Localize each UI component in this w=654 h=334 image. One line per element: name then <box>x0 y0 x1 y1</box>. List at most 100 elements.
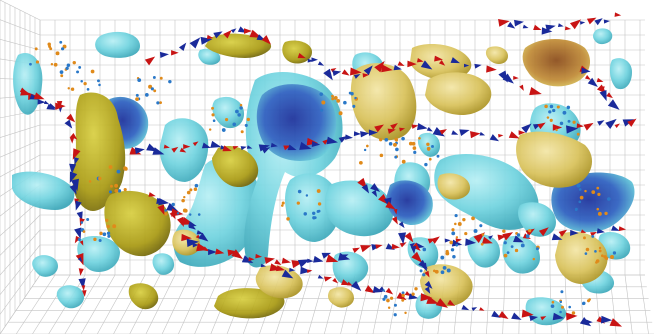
vector-arrow <box>157 204 165 216</box>
vector-point <box>597 192 601 197</box>
vector-point <box>597 211 602 216</box>
yellow-blob <box>350 63 417 141</box>
vector-point <box>471 216 475 221</box>
vector-point <box>436 154 440 158</box>
vector-point <box>510 245 514 249</box>
vector-arrow <box>171 50 179 56</box>
vector-arrow <box>596 228 606 234</box>
vector-point <box>584 252 588 255</box>
vector-point <box>394 138 398 142</box>
vector-arrow <box>420 262 428 272</box>
vector-point <box>525 234 530 238</box>
vector-point <box>80 80 83 83</box>
vector-arrow <box>552 312 564 321</box>
vector-arrow <box>183 144 191 150</box>
vector-arrow <box>393 208 398 215</box>
vector-point <box>150 87 154 91</box>
vector-arrow <box>599 86 605 94</box>
vector-point <box>428 157 432 161</box>
vector-arrow <box>609 318 623 327</box>
vector-point <box>107 234 111 238</box>
grid-line <box>161 274 191 334</box>
vector-arrow <box>398 232 407 245</box>
vector-arrow <box>299 141 312 150</box>
vector-point <box>567 119 571 123</box>
vector-arrow <box>370 183 381 193</box>
vector-point <box>59 70 64 74</box>
vector-arrow <box>241 255 254 263</box>
vector-point <box>239 103 243 107</box>
vector-arrow <box>393 64 402 71</box>
yellow-blob <box>328 287 354 308</box>
vector-point <box>188 213 192 216</box>
vector-arrow <box>360 131 370 138</box>
vector-arrow <box>313 255 324 263</box>
vector-point <box>78 65 82 69</box>
vector-arrow <box>459 129 470 136</box>
vector-arrow <box>198 232 209 242</box>
vector-arrow <box>261 35 272 45</box>
vector-arrow <box>385 287 394 295</box>
vector-arrow <box>261 147 271 154</box>
vector-point <box>588 298 591 301</box>
vector-arrow <box>43 100 50 105</box>
vector-arrow <box>81 285 86 291</box>
grid-line <box>356 274 371 334</box>
vector-point <box>108 190 112 194</box>
vector-arrow <box>33 92 45 100</box>
vector-point <box>401 291 405 295</box>
vector-arrow <box>385 201 396 210</box>
cyan-blob <box>77 236 120 272</box>
vector-point <box>464 231 468 236</box>
vector-point <box>59 40 63 44</box>
vector-point <box>65 66 69 70</box>
vector-point <box>384 137 389 142</box>
vector-arrow <box>152 147 165 155</box>
vector-point <box>237 113 241 117</box>
vector-point <box>404 311 407 315</box>
vector-point <box>503 241 507 245</box>
vector-arrow <box>533 24 542 31</box>
vector-arrow <box>208 248 217 256</box>
vector-arrow <box>579 317 592 327</box>
vector-point <box>382 289 385 292</box>
vector-point <box>183 195 186 199</box>
vector-point <box>413 150 417 154</box>
vector-arrow <box>200 36 213 45</box>
vector-point <box>571 311 576 315</box>
vector-point <box>47 42 51 46</box>
vector-point <box>77 238 81 242</box>
vector-arrow <box>537 122 546 130</box>
vector-arrow <box>511 312 522 320</box>
vector-arrow <box>159 51 169 59</box>
vector-arrow <box>163 144 170 149</box>
vector-arrow <box>552 124 563 131</box>
yellow-blob <box>172 229 200 256</box>
vector-point <box>401 298 405 302</box>
vector-arrow <box>399 242 407 248</box>
vector-arrow <box>66 113 76 123</box>
vector-arrow <box>584 75 591 80</box>
vector-point <box>72 60 76 65</box>
vector-arrow <box>438 59 446 66</box>
vector-point <box>181 198 185 203</box>
vector-arrow <box>479 131 486 136</box>
vector-point <box>422 273 426 277</box>
brown-center-blob <box>522 39 591 87</box>
vector-point <box>186 190 191 195</box>
vector-arrow <box>363 65 373 76</box>
vector-arrow <box>508 131 520 139</box>
vector-arrow <box>498 310 509 320</box>
vector-arrow <box>450 57 461 64</box>
vector-arrow <box>540 316 547 321</box>
grid-line <box>291 274 311 334</box>
vector-arrow <box>451 239 463 247</box>
vector-point <box>383 294 388 299</box>
vector-arrow <box>230 28 237 34</box>
vector-point <box>455 243 459 247</box>
vector-arrow <box>341 69 350 76</box>
vector-point <box>455 236 459 239</box>
vector-point <box>123 188 127 192</box>
vector-point <box>535 247 540 251</box>
olive-blob <box>282 40 312 64</box>
